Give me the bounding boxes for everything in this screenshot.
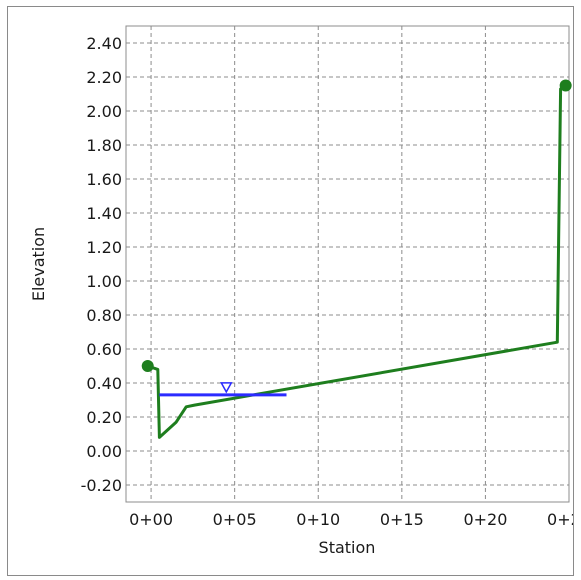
x-tick-label: 0+25 — [547, 510, 573, 529]
x-tick-label: 0+05 — [213, 510, 257, 529]
y-axis-ticks: -0.20 0.00 0.20 0.40 0.60 0.80 1.00 1.20 1.40 1.6… — [81, 34, 122, 495]
y-tick-label: 0.80 — [86, 306, 122, 325]
y-tick-label: 0.40 — [86, 374, 122, 393]
water-surface-marker — [220, 382, 233, 394]
chart-frame: -0.20 0.00 0.20 0.40 0.60 0.80 1.00 1.20 1.40 1.6… — [7, 6, 574, 576]
y-tick-label: 1.00 — [86, 272, 122, 291]
y-axis-title: Elevation — [29, 227, 48, 301]
series-layer — [141, 79, 572, 439]
plot-area — [125, 25, 570, 503]
y-tick-label: 0.00 — [86, 442, 122, 461]
profile-endpoint-marker — [141, 360, 154, 372]
grid — [126, 26, 570, 502]
profile-endpoint-marker — [559, 79, 572, 92]
y-tick-label: -0.20 — [81, 476, 122, 495]
x-tick-label: 0+20 — [463, 510, 507, 529]
y-tick-label: 2.00 — [86, 102, 122, 121]
y-tick-label: 2.40 — [86, 34, 122, 53]
y-tick-label: 0.60 — [86, 340, 122, 359]
x-axis-title: Station — [319, 538, 376, 557]
x-tick-label: 0+15 — [380, 510, 424, 529]
y-tick-label: 2.20 — [86, 68, 122, 87]
x-tick-label: 0+00 — [129, 510, 173, 529]
ground-profile-line — [147, 84, 567, 439]
y-tick-label: 1.60 — [86, 170, 122, 189]
y-tick-label: 1.20 — [86, 238, 122, 257]
y-tick-label: 1.80 — [86, 136, 122, 155]
y-tick-label: 0.20 — [86, 408, 122, 427]
x-axis-ticks: 0+00 0+05 0+10 0+15 0+20 0+25 — [129, 510, 573, 529]
elevation-chart: -0.20 0.00 0.20 0.40 0.60 0.80 1.00 1.20 1.40 1.6… — [29, 25, 573, 557]
y-tick-label: 1.40 — [86, 204, 122, 223]
x-tick-label: 0+10 — [296, 510, 340, 529]
